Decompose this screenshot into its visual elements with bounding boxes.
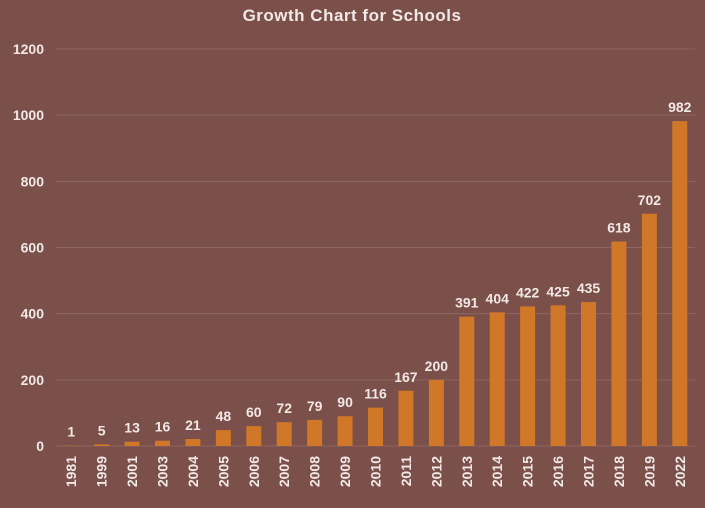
y-axis-ticks: 0 200 400 600 800 1000 1200 [13, 41, 44, 454]
y-tick-label: 600 [21, 240, 45, 256]
bar [581, 302, 596, 446]
data-label: 618 [607, 220, 631, 236]
x-tick-label: 2018 [611, 456, 627, 487]
y-tick-label: 0 [36, 438, 44, 454]
data-label: 48 [216, 408, 232, 424]
bar [215, 430, 231, 446]
x-tick-label: 2006 [246, 456, 262, 487]
data-label: 90 [337, 394, 353, 410]
x-tick-label: 1981 [63, 456, 79, 487]
bar [337, 416, 353, 446]
bar [307, 419, 323, 446]
data-label: 982 [668, 99, 692, 115]
bar [246, 426, 262, 446]
data-label: 5 [98, 422, 106, 438]
x-tick-label: 2005 [215, 456, 231, 487]
x-tick-label: 2016 [550, 456, 566, 487]
x-tick-label: 2010 [368, 456, 384, 487]
bar [124, 441, 140, 446]
y-tick-label: 200 [21, 372, 45, 388]
x-tick-label: 2022 [672, 456, 688, 487]
data-label: 16 [155, 419, 171, 435]
bar [641, 213, 657, 446]
x-tick-label: 2013 [459, 456, 475, 487]
x-tick-label: 2015 [520, 456, 536, 487]
data-label: 72 [276, 400, 292, 416]
data-label: 13 [124, 420, 140, 436]
bar [276, 422, 292, 446]
data-label: 435 [577, 280, 601, 296]
data-label: 116 [364, 386, 387, 402]
x-tick-label: 2017 [581, 456, 597, 487]
y-tick-label: 1200 [13, 41, 44, 57]
bar [611, 241, 627, 446]
x-tick-label: 1999 [94, 456, 110, 487]
bar [398, 390, 414, 446]
data-label: 60 [246, 404, 262, 420]
data-label: 200 [425, 358, 449, 374]
x-tick-label: 2011 [398, 456, 414, 487]
data-label: 702 [638, 192, 662, 208]
bar [155, 440, 170, 446]
bar [520, 306, 536, 446]
x-tick-label: 2003 [155, 456, 171, 487]
gridlines [56, 48, 695, 447]
data-label: 404 [486, 290, 510, 306]
y-tick-label: 800 [21, 173, 45, 189]
data-label: 425 [546, 283, 570, 299]
x-tick-label: 2019 [641, 456, 657, 487]
x-tick-label: 2001 [124, 456, 140, 487]
x-tick-label: 2004 [185, 456, 201, 487]
bar [489, 312, 505, 446]
data-label: 422 [516, 284, 540, 300]
x-tick-label: 2014 [489, 456, 505, 487]
bar [550, 305, 566, 446]
x-tick-label: 2008 [307, 456, 323, 487]
bar [672, 121, 688, 446]
x-tick-label: 2009 [337, 456, 353, 487]
x-tick-label: 2007 [276, 456, 292, 487]
x-axis-ticks: 1981 1999 2001 2003 2004 2005 2006 2007 2008 2009… [63, 456, 688, 487]
bar [428, 379, 444, 446]
y-tick-label: 1000 [13, 107, 44, 123]
x-tick-label: 2012 [428, 456, 444, 487]
data-label: 391 [455, 295, 479, 311]
data-label: 167 [394, 369, 418, 385]
data-label: 1 [67, 424, 75, 440]
bar [94, 444, 110, 446]
chart-title: Growth Chart for Schools [243, 6, 462, 25]
bar [368, 407, 383, 446]
bar [185, 439, 201, 446]
data-labels: 1 5 13 16 21 48 60 72 79 90 116 167 200 391 404 422 425 4… [67, 99, 691, 440]
data-label: 21 [185, 417, 201, 433]
data-label: 79 [307, 398, 323, 414]
bars [63, 121, 688, 446]
bar [459, 316, 475, 446]
y-tick-label: 400 [21, 306, 45, 322]
